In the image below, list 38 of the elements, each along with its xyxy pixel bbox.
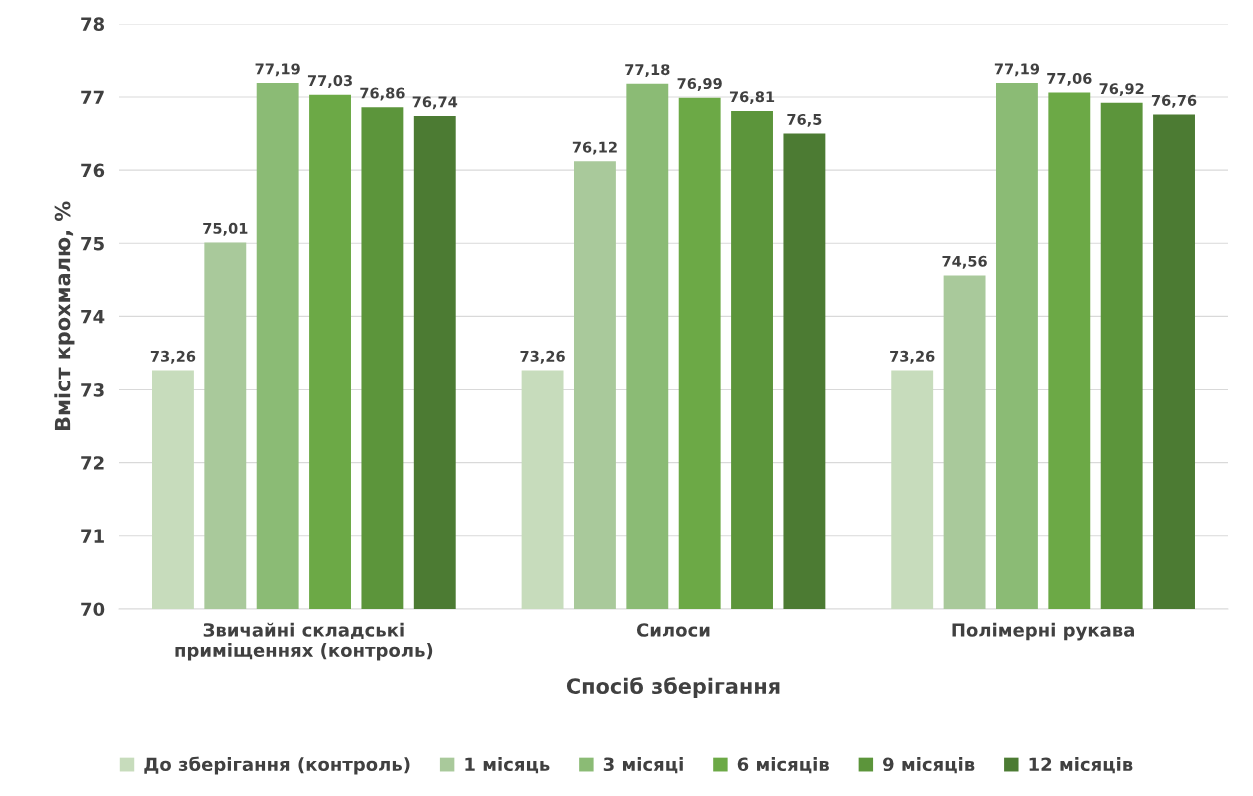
data-label: 76,86: [360, 87, 405, 101]
y-tick-label: 76: [81, 163, 105, 178]
data-label: 77,19: [255, 63, 300, 77]
data-label: 76,92: [1099, 83, 1144, 97]
legend-label: 12 місяців: [1029, 757, 1133, 774]
legend-label: До зберігання (контроль): [144, 756, 410, 775]
x-axis-title: Спосіб зберігання: [566, 677, 780, 699]
data-label: 73,26: [520, 350, 565, 364]
x-tick-label: Полімерні рукава: [952, 622, 1134, 641]
y-tick-label: 74: [81, 310, 105, 324]
y-tick-label: 78: [81, 17, 105, 31]
y-tick-label: 75: [81, 236, 104, 251]
data-label: 73,26: [890, 350, 935, 364]
data-label: 76,5: [787, 113, 822, 127]
data-label: 76,99: [677, 78, 722, 91]
y-tick-label: 70: [81, 602, 105, 617]
data-label: 76,81: [729, 91, 775, 105]
y-tick-label: 73: [81, 383, 104, 397]
y-tick-label: 72: [81, 456, 104, 470]
legend-label: 1 місяць: [465, 757, 550, 774]
y-tick-label: 77: [81, 90, 104, 104]
data-label: 76,12: [572, 141, 617, 155]
data-label: 75,01: [203, 222, 248, 236]
data-label: 77,18: [625, 64, 670, 78]
data-label: 76,76: [1151, 94, 1197, 108]
x-tick-label: Силоси: [636, 623, 710, 637]
legend-label: 3 місяці: [603, 757, 683, 774]
y-tick-label: 71: [81, 529, 104, 543]
data-label: 77,03: [307, 75, 352, 89]
data-label: 73,26: [150, 350, 196, 364]
data-label: 77,19: [994, 63, 1040, 77]
data-label: 77,06: [1047, 72, 1092, 86]
data-label: 76,74: [412, 96, 458, 110]
legend-label: 6 місяців: [737, 757, 829, 774]
x-tick-label: Звичайні складські приміщеннях (контроль): [175, 622, 433, 661]
legend-label: 9 місяців: [883, 757, 975, 774]
y-axis-title: Вміст крохмалю, %: [54, 201, 75, 431]
data-label: 74,56: [942, 255, 987, 269]
